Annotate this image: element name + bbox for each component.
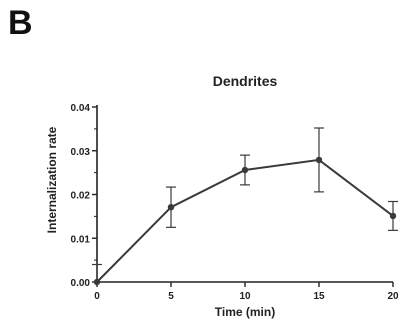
x-axis-label: Time (min) bbox=[215, 305, 275, 319]
x-tick-label: 5 bbox=[168, 291, 174, 302]
axes: 0.00 0.01 0.02 0.03 0.04 0 5 10 15 20 bbox=[71, 103, 399, 302]
data-point bbox=[389, 212, 397, 220]
chart-title: Dendrites bbox=[213, 73, 278, 89]
y-tick-label: 0.02 bbox=[71, 191, 91, 202]
panel-label: B bbox=[8, 4, 33, 42]
x-tick-label: 10 bbox=[239, 291, 251, 302]
y-tick-label: 0.04 bbox=[71, 103, 91, 114]
series-marks bbox=[92, 127, 398, 286]
y-tick-label: 0.01 bbox=[71, 234, 91, 245]
y-axis-label: Internalization rate bbox=[45, 126, 59, 233]
x-tick-label: 0 bbox=[94, 291, 100, 302]
data-point bbox=[241, 166, 249, 174]
data-point bbox=[93, 278, 101, 286]
y-tick-label: 0.00 bbox=[71, 278, 91, 289]
data-point bbox=[315, 156, 323, 164]
y-tick-label: 0.03 bbox=[71, 147, 91, 158]
data-point bbox=[167, 203, 175, 211]
x-tick-label: 20 bbox=[387, 291, 399, 302]
x-tick-label: 15 bbox=[313, 291, 325, 302]
